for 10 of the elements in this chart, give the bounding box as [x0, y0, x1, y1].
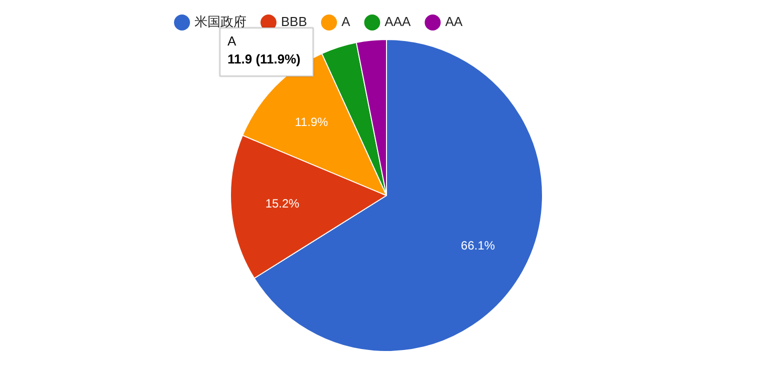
legend-label: AAA — [384, 14, 412, 30]
text: 11.9 (11.9%) — [228, 52, 300, 67]
legend-label: 米国政府 — [194, 14, 246, 30]
data-label: 15.2% — [265, 196, 300, 210]
legend-label: A — [342, 14, 351, 30]
legend-label: BBB — [281, 14, 308, 30]
data-label: 66.1% — [460, 238, 496, 252]
data-label: 11.9% — [294, 115, 328, 130]
legend-label: AA — [445, 14, 463, 30]
text: A — [228, 34, 236, 49]
